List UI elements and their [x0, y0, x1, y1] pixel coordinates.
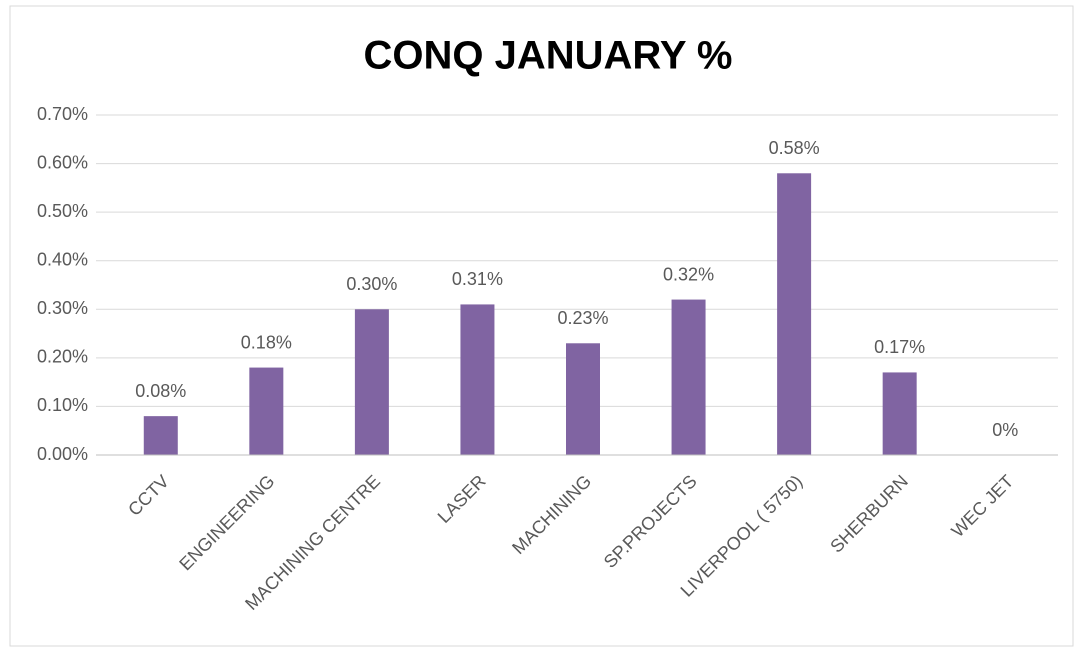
- bar: [566, 343, 600, 455]
- data-label: 0.32%: [663, 264, 714, 284]
- bar: [460, 304, 495, 455]
- data-label: 0.08%: [135, 381, 186, 401]
- y-tick-label: 0.70%: [37, 104, 88, 124]
- bar: [249, 367, 284, 455]
- y-tick-label: 0.00%: [37, 444, 88, 464]
- y-tick-label: 0.20%: [37, 347, 88, 367]
- data-label: 0.31%: [452, 269, 503, 289]
- data-label: 0.58%: [769, 138, 820, 158]
- data-label: 0.23%: [557, 308, 608, 328]
- data-label: 0.17%: [874, 337, 925, 357]
- y-tick-label: 0.40%: [37, 249, 88, 269]
- y-tick-label: 0.60%: [37, 152, 88, 172]
- bar: [671, 299, 706, 455]
- y-tick-label: 0.30%: [37, 298, 88, 318]
- bar: [882, 372, 917, 455]
- bar: [143, 416, 178, 455]
- y-tick-label: 0.50%: [37, 201, 88, 221]
- chart-border: [9, 5, 1074, 647]
- chart-title: CONQ JANUARY %: [364, 34, 733, 78]
- data-label: 0%: [992, 420, 1018, 440]
- data-label: 0.30%: [346, 274, 397, 294]
- bar: [777, 173, 812, 456]
- bar: [354, 309, 389, 455]
- data-label: 0.18%: [241, 332, 292, 352]
- y-tick-label: 0.10%: [37, 395, 88, 415]
